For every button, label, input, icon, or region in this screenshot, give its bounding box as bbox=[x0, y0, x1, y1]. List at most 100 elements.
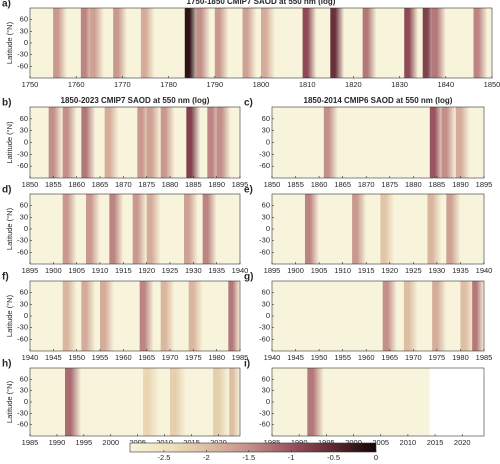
x-tick-label: 1945 bbox=[45, 353, 62, 362]
aerosol-band bbox=[100, 281, 114, 351]
x-tick-label: 1780 bbox=[160, 80, 177, 89]
y-tick-label: -30 bbox=[259, 149, 270, 158]
aerosol-band bbox=[62, 194, 77, 264]
aerosol-band bbox=[146, 107, 161, 178]
x-tick-label: 2010 bbox=[400, 438, 417, 447]
x-tick-label: 1820 bbox=[345, 80, 362, 89]
x-tick-label: 1935 bbox=[452, 266, 469, 275]
x-tick-label: 1975 bbox=[429, 353, 446, 362]
aerosol-band bbox=[242, 8, 257, 78]
aerosol-band bbox=[302, 8, 317, 78]
x-tick-label: 1850 bbox=[484, 80, 500, 89]
colorbar-tick-label: 0 bbox=[374, 453, 378, 462]
x-tick-label: 1880 bbox=[405, 180, 422, 189]
panel-label: e) bbox=[244, 185, 253, 196]
colorbar-tick-label: -2 bbox=[203, 453, 210, 462]
colorbar bbox=[129, 442, 377, 453]
y-tick-label: 60 bbox=[20, 374, 28, 383]
aerosol-band bbox=[216, 107, 231, 178]
aerosol-band bbox=[160, 107, 175, 178]
aerosol-band bbox=[202, 194, 217, 264]
aerosol-band bbox=[184, 194, 198, 264]
x-tick-label: 1965 bbox=[138, 353, 155, 362]
y-tick-label: 30 bbox=[20, 299, 28, 308]
x-tick-label: 1855 bbox=[45, 180, 62, 189]
y-axis-label: Latitude (°N) bbox=[5, 207, 14, 250]
aerosol-band bbox=[427, 194, 442, 264]
x-tick-label: 1885 bbox=[185, 180, 202, 189]
y-tick-label: -60 bbox=[259, 161, 270, 170]
panel-label: f) bbox=[2, 272, 9, 283]
aerosol-band bbox=[62, 107, 77, 178]
y-tick-label: 60 bbox=[262, 374, 270, 383]
aerosol-band bbox=[228, 281, 240, 351]
x-tick-label: 1910 bbox=[334, 266, 351, 275]
panel-title: 1750-1850 CMIP7 SAOD at 550 nm (log) bbox=[187, 0, 336, 6]
y-tick-label: -30 bbox=[17, 323, 28, 332]
x-tick-label: 1920 bbox=[138, 266, 155, 275]
x-tick-label: 1850 bbox=[22, 180, 39, 189]
x-tick-label: 1995 bbox=[318, 438, 335, 447]
y-axis-label: Latitude (°N) bbox=[5, 380, 14, 423]
panel-title: 1850-2014 CMIP6 SAOD at 550 nm (log) bbox=[304, 96, 453, 105]
x-tick-label: 1855 bbox=[287, 180, 304, 189]
y-tick-label: 60 bbox=[20, 288, 28, 297]
colorbar-tick-label: -2.5 bbox=[157, 453, 170, 462]
x-tick-label: 1865 bbox=[334, 180, 351, 189]
heatmap-background bbox=[30, 368, 240, 436]
y-tick-label: -60 bbox=[17, 420, 28, 429]
y-tick-label: 0 bbox=[24, 397, 28, 406]
colorbar-tick-label: -1.5 bbox=[242, 453, 255, 462]
aerosol-band bbox=[229, 368, 240, 436]
y-tick-label: -60 bbox=[17, 334, 28, 343]
x-tick-label: 2005 bbox=[372, 438, 389, 447]
x-tick-label: 1910 bbox=[92, 266, 109, 275]
x-tick-label: 1970 bbox=[405, 353, 422, 362]
aerosol-band bbox=[113, 8, 128, 78]
y-tick-label: 0 bbox=[24, 311, 28, 320]
y-tick-label: 30 bbox=[262, 212, 270, 221]
x-tick-label: 2015 bbox=[183, 438, 200, 447]
x-tick-label: 2000 bbox=[345, 438, 362, 447]
aerosol-band bbox=[472, 281, 484, 351]
y-tick-label: 0 bbox=[266, 137, 270, 146]
x-tick-label: 1870 bbox=[358, 180, 375, 189]
aerosol-band bbox=[188, 281, 203, 351]
x-tick-label: 1875 bbox=[381, 180, 398, 189]
y-tick-label: 0 bbox=[266, 224, 270, 233]
x-tick-label: 1930 bbox=[185, 266, 202, 275]
y-tick-label: 0 bbox=[266, 311, 270, 320]
y-tick-label: -30 bbox=[17, 149, 28, 158]
y-tick-label: 0 bbox=[266, 397, 270, 406]
y-tick-label: 60 bbox=[20, 15, 28, 24]
aerosol-band bbox=[455, 107, 470, 178]
x-tick-label: 1870 bbox=[115, 180, 132, 189]
x-tick-label: 1925 bbox=[162, 266, 179, 275]
y-tick-label: -30 bbox=[17, 408, 28, 417]
aerosol-band bbox=[53, 8, 67, 78]
aerosol-band bbox=[431, 8, 446, 78]
x-tick-label: 1965 bbox=[381, 353, 398, 362]
x-tick-label: 2010 bbox=[156, 438, 173, 447]
panel-label: h) bbox=[2, 359, 11, 370]
x-tick-label: 1830 bbox=[391, 80, 408, 89]
y-tick-label: 30 bbox=[20, 126, 28, 135]
aerosol-band bbox=[86, 194, 100, 264]
x-tick-label: 1810 bbox=[299, 80, 316, 89]
panel-label: c) bbox=[244, 98, 253, 109]
aerosol-band bbox=[261, 8, 275, 78]
x-tick-label: 2000 bbox=[102, 438, 119, 447]
y-tick-label: -60 bbox=[17, 161, 28, 170]
x-tick-label: 1860 bbox=[311, 180, 328, 189]
x-tick-label: 1980 bbox=[452, 353, 469, 362]
x-tick-label: 1915 bbox=[115, 266, 132, 275]
y-tick-label: 30 bbox=[20, 386, 28, 395]
x-tick-label: 1940 bbox=[264, 353, 281, 362]
aerosol-band bbox=[90, 8, 104, 78]
x-tick-label: 1985 bbox=[232, 353, 249, 362]
x-tick-label: 1985 bbox=[476, 353, 493, 362]
x-tick-label: 1940 bbox=[476, 266, 493, 275]
x-tick-label: 1980 bbox=[208, 353, 225, 362]
aerosol-band bbox=[170, 368, 187, 436]
aerosol-band bbox=[362, 8, 377, 78]
